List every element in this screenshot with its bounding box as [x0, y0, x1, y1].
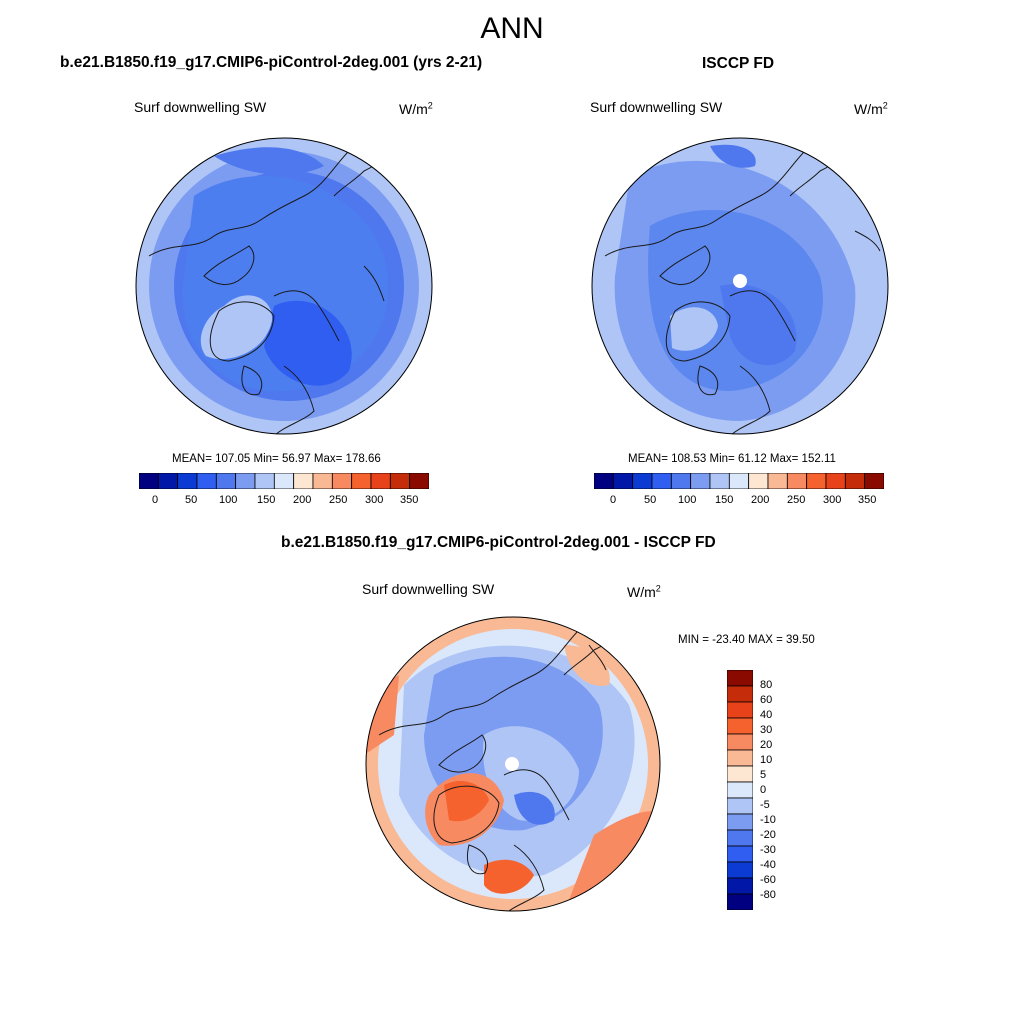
diff-colorbar-label: 5 — [760, 769, 767, 781]
obs-colorbar — [594, 473, 884, 489]
colorbar-swatch — [690, 473, 711, 489]
model-colorbar-tick: 0 — [152, 494, 159, 506]
colorbar-swatch — [409, 473, 429, 489]
colorbar-swatch — [177, 473, 198, 489]
diff-colorbar-label: -60 — [760, 874, 776, 886]
colorbar-swatch — [786, 473, 808, 489]
colorbar-swatch — [727, 670, 753, 687]
model-colorbar-tick: 100 — [219, 494, 238, 506]
colorbar-swatch — [727, 797, 753, 815]
model-case-title: b.e21.B1850.f19_g17.CMIP6-piControl-2deg… — [60, 54, 483, 71]
colorbar-swatch — [254, 473, 275, 489]
colorbar-swatch — [844, 473, 866, 489]
diff-variable-label: Surf downwelling SW — [362, 581, 495, 597]
colorbar-swatch — [727, 829, 753, 847]
obs-colorbar-tick: 100 — [678, 494, 697, 506]
colorbar-swatch — [312, 473, 333, 489]
colorbar-swatch — [727, 765, 753, 783]
colorbar-swatch — [728, 473, 750, 489]
obs-colorbar-tick: 150 — [715, 494, 734, 506]
diff-units: W/m2 — [627, 583, 661, 600]
diff-colorbar-label: 10 — [760, 754, 773, 766]
model-colorbar-tick: 50 — [185, 494, 198, 506]
colorbar-swatch — [331, 473, 353, 489]
diff-colorbar-label: -5 — [760, 799, 770, 811]
colorbar-swatch — [727, 749, 753, 767]
colorbar-swatch — [157, 473, 179, 489]
colorbar-swatch — [632, 473, 653, 489]
model-colorbar-tick: 150 — [257, 494, 276, 506]
colorbar-swatch — [864, 473, 884, 489]
diff-colorbar-label: 20 — [760, 739, 773, 751]
colorbar-swatch — [273, 473, 295, 489]
diff-polar-map — [365, 616, 661, 912]
colorbar-swatch — [767, 473, 788, 489]
model-colorbar — [139, 473, 429, 489]
model-colorbar-ticks: 0 50 100 150 200 250 300 350 — [139, 494, 429, 508]
colorbar-swatch — [196, 473, 217, 489]
diff-colorbar-label: 0 — [760, 784, 767, 796]
model-polar-map — [135, 137, 433, 435]
diff-colorbar-label: 80 — [760, 679, 773, 691]
colorbar-swatch — [727, 813, 753, 831]
diff-colorbar-label: -20 — [760, 829, 776, 841]
diff-colorbar-label: 60 — [760, 694, 773, 706]
colorbar-swatch — [727, 685, 753, 703]
obs-colorbar-tick: 350 — [858, 494, 877, 506]
diff-stats: MIN = -23.40 MAX = 39.50 — [678, 634, 815, 646]
model-variable-label: Surf downwelling SW — [134, 99, 267, 115]
colorbar-swatch — [727, 717, 753, 735]
diff-colorbar-label: -30 — [760, 844, 776, 856]
colorbar-swatch — [370, 473, 391, 489]
diff-colorbar-label: 30 — [760, 724, 773, 736]
colorbar-swatch — [727, 877, 753, 895]
obs-colorbar-tick: 50 — [644, 494, 657, 506]
model-stats: MEAN= 107.05 Min= 56.97 Max= 178.66 — [172, 453, 381, 465]
obs-colorbar-tick: 250 — [787, 494, 806, 506]
obs-units: W/m2 — [854, 100, 888, 117]
colorbar-swatch — [709, 473, 730, 489]
diff-colorbar-label: 40 — [760, 709, 773, 721]
colorbar-swatch — [727, 861, 753, 879]
diff-colorbar — [727, 670, 753, 910]
colorbar-swatch — [806, 473, 827, 489]
colorbar-swatch — [727, 733, 753, 751]
colorbar-swatch — [651, 473, 672, 489]
colorbar-swatch — [594, 473, 614, 489]
colorbar-swatch — [825, 473, 846, 489]
model-units: W/m2 — [399, 100, 433, 117]
colorbar-swatch — [748, 473, 769, 489]
colorbar-swatch — [727, 845, 753, 863]
colorbar-swatch — [139, 473, 159, 489]
colorbar-swatch — [727, 893, 753, 910]
obs-variable-label: Surf downwelling SW — [590, 99, 723, 115]
obs-colorbar-ticks: 0 50 100 150 200 250 300 350 — [594, 494, 884, 508]
colorbar-swatch — [670, 473, 692, 489]
obs-case-title: ISCCP FD — [702, 55, 775, 72]
diff-case-title: b.e21.B1850.f19_g17.CMIP6-piControl-2deg… — [281, 534, 716, 551]
figure-title: ANN — [480, 12, 544, 45]
model-colorbar-tick: 350 — [400, 494, 419, 506]
colorbar-swatch — [235, 473, 256, 489]
colorbar-swatch — [215, 473, 237, 489]
model-colorbar-tick: 200 — [293, 494, 312, 506]
obs-colorbar-tick: 200 — [751, 494, 770, 506]
colorbar-swatch — [389, 473, 411, 489]
colorbar-swatch — [727, 701, 753, 719]
model-colorbar-tick: 300 — [365, 494, 384, 506]
obs-polar-map — [591, 137, 889, 435]
diff-colorbar-label: -80 — [760, 889, 776, 901]
diff-colorbar-label: -10 — [760, 814, 776, 826]
obs-colorbar-tick: 300 — [823, 494, 842, 506]
colorbar-swatch — [727, 781, 753, 799]
obs-colorbar-tick: 0 — [610, 494, 617, 506]
model-colorbar-tick: 250 — [329, 494, 348, 506]
diff-colorbar-label: -40 — [760, 859, 776, 871]
colorbar-swatch — [293, 473, 314, 489]
obs-stats: MEAN= 108.53 Min= 61.12 Max= 152.11 — [628, 453, 836, 465]
colorbar-swatch — [351, 473, 372, 489]
colorbar-swatch — [612, 473, 634, 489]
